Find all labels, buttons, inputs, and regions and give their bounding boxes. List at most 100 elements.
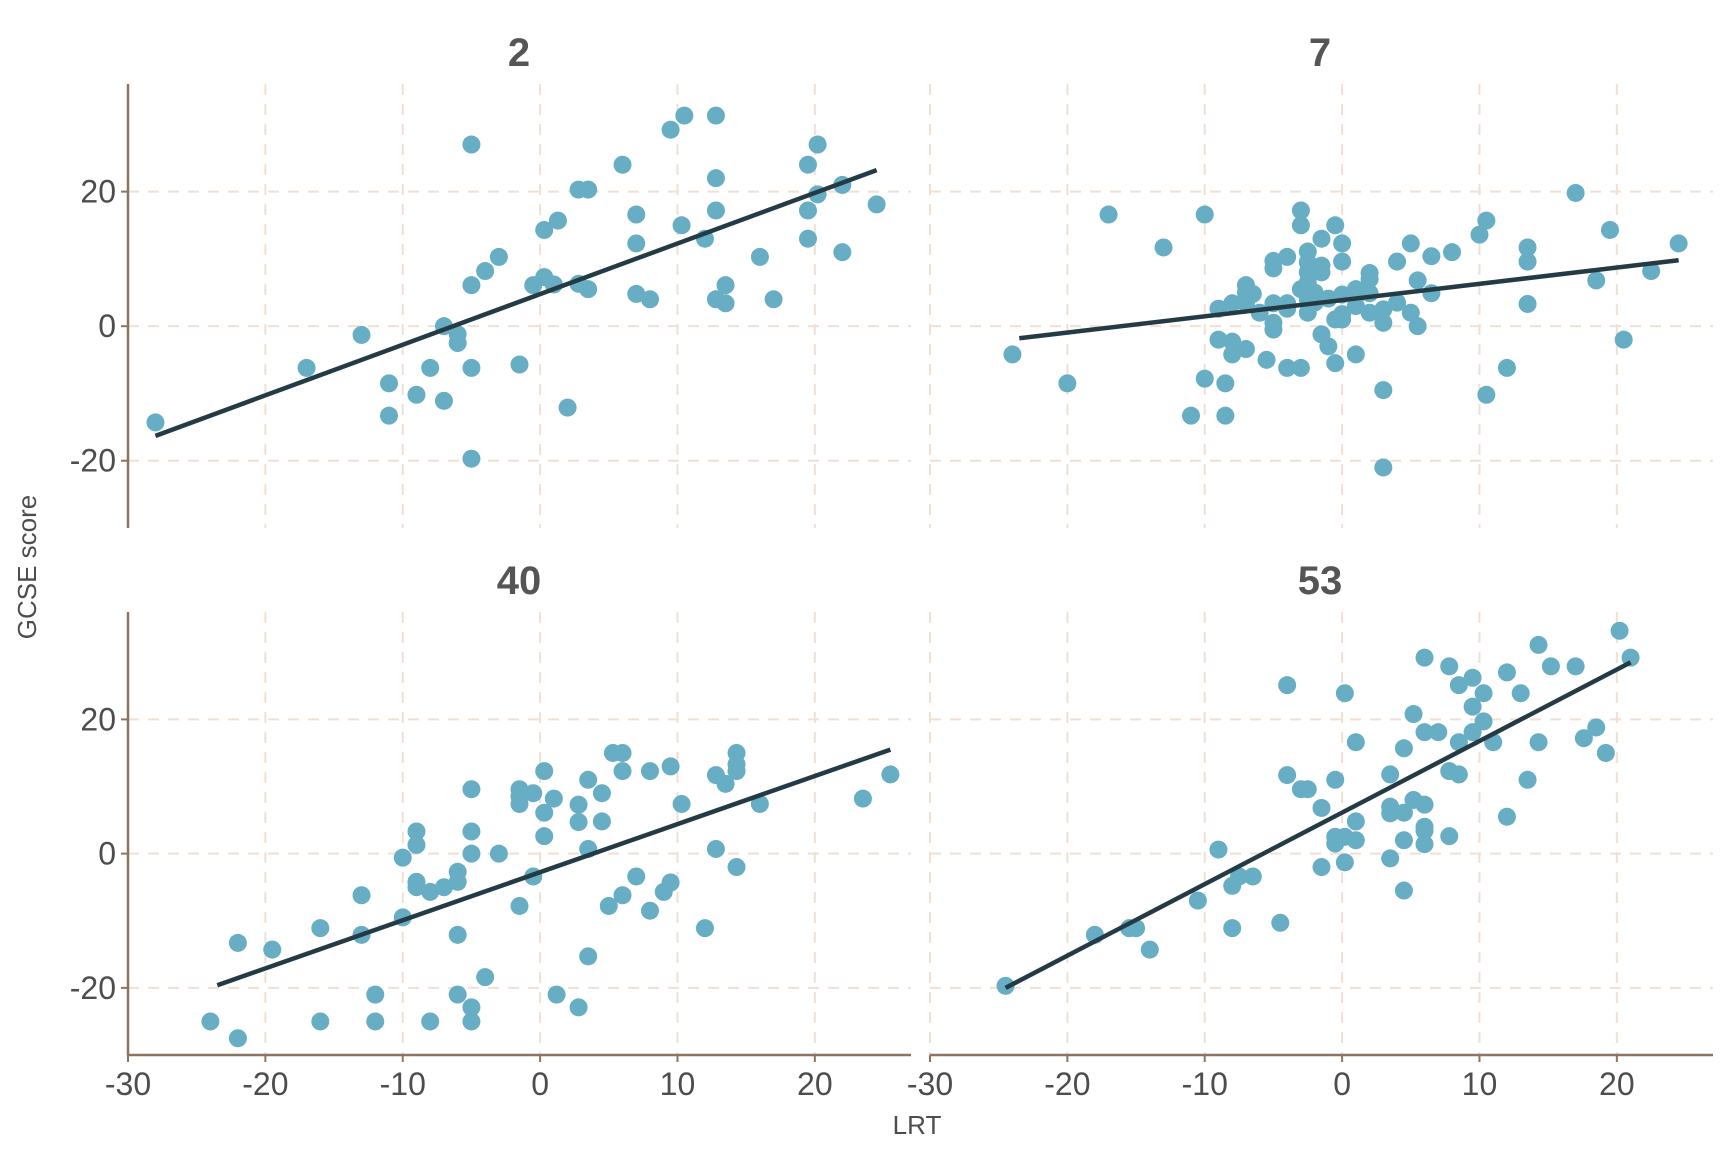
data-point [462, 449, 481, 468]
data-point [716, 774, 735, 793]
data-point [1415, 835, 1434, 854]
fit-line [1004, 660, 1632, 990]
data-point [695, 919, 714, 938]
data-point [1257, 350, 1276, 369]
data-point [352, 325, 371, 344]
data-point [407, 835, 426, 854]
data-point [1621, 648, 1640, 667]
data-point [1223, 919, 1242, 938]
data-point [407, 822, 426, 841]
data-point [311, 1012, 330, 1031]
data-point [1154, 238, 1173, 257]
data-point [1518, 294, 1537, 313]
data-point [535, 762, 554, 781]
data-point [407, 385, 426, 404]
x-tick-label: -20 [1044, 1066, 1090, 1102]
data-point [1415, 795, 1434, 814]
data-point [393, 848, 412, 867]
data-point [1312, 858, 1331, 877]
panel-title: 2 [508, 31, 530, 75]
fit-line [216, 747, 892, 988]
data-point [462, 998, 481, 1017]
data-point [1408, 271, 1427, 290]
fit-line [154, 167, 878, 438]
data-point [146, 413, 165, 432]
data-point [1335, 853, 1354, 872]
data-point [366, 985, 385, 1004]
data-point [592, 784, 611, 803]
data-point [798, 201, 817, 220]
data-point [1394, 803, 1413, 822]
data-point [1312, 798, 1331, 817]
data-point [1511, 684, 1530, 703]
data-point [808, 135, 827, 154]
data-point [548, 211, 567, 230]
x-tick-label: -10 [380, 1066, 426, 1102]
data-point [524, 784, 543, 803]
data-point [641, 762, 659, 781]
data-point [1415, 821, 1434, 840]
x-tick-label: 10 [1462, 1066, 1498, 1102]
data-point [1477, 385, 1496, 404]
data-point [1381, 804, 1400, 823]
data-point [798, 155, 817, 174]
data-point [228, 933, 247, 952]
panel-53: 53 -30 -20 -10 0 10 20 [907, 559, 1713, 1102]
data-point [1236, 340, 1255, 359]
data-point [1443, 243, 1461, 262]
data-point [1223, 345, 1242, 364]
x-tick-label: -20 [242, 1066, 288, 1102]
data-point [1223, 294, 1242, 313]
data-point [613, 155, 632, 174]
data-point [727, 762, 746, 781]
data-point [1610, 621, 1629, 640]
panel-40: 40 -20 0 20 -30 -20 -10 0 10 20 [70, 559, 911, 1102]
panel-title: 40 [497, 559, 542, 603]
data-point [1474, 684, 1493, 703]
data-point [421, 1012, 440, 1031]
data-point [1449, 733, 1468, 752]
data-point [1003, 345, 1022, 364]
data-point [661, 120, 680, 139]
data-point [716, 276, 735, 295]
data-point [627, 284, 646, 303]
data-point [706, 839, 725, 858]
y-tick-label: -20 [70, 443, 116, 479]
data-point [1394, 739, 1413, 758]
data-point [1642, 262, 1661, 281]
data-point [1360, 270, 1379, 289]
data-point [448, 985, 467, 1004]
data-point [510, 896, 529, 915]
data-point [833, 243, 852, 262]
data-point [1394, 881, 1413, 900]
x-tick-label: 0 [1333, 1066, 1351, 1102]
panel-2: 2 -20 0 20 [70, 31, 911, 528]
data-point [366, 1012, 385, 1031]
data-point [1477, 211, 1496, 230]
data-point [1497, 663, 1516, 682]
data-point [228, 1029, 247, 1048]
data-point [1401, 303, 1420, 322]
x-tick-label: 10 [660, 1066, 696, 1102]
data-point [476, 968, 495, 987]
data-point [1223, 332, 1242, 351]
data-point [297, 358, 316, 377]
data-point [1243, 284, 1262, 303]
x-tick-label: 0 [531, 1066, 549, 1102]
data-point [1596, 743, 1615, 762]
data-point [1346, 733, 1365, 752]
data-point [750, 247, 769, 266]
data-point [1388, 252, 1407, 271]
data-point [1271, 913, 1290, 932]
data-point [641, 901, 659, 920]
data-point [1529, 635, 1548, 654]
data-point [434, 391, 453, 410]
data-point [462, 844, 481, 863]
data-point [579, 770, 598, 789]
data-point [1394, 831, 1413, 850]
data-point [448, 334, 467, 352]
data-point [1291, 201, 1310, 220]
data-point [1463, 697, 1482, 716]
panel-7: 7 [929, 31, 1713, 528]
data-point [706, 201, 725, 220]
